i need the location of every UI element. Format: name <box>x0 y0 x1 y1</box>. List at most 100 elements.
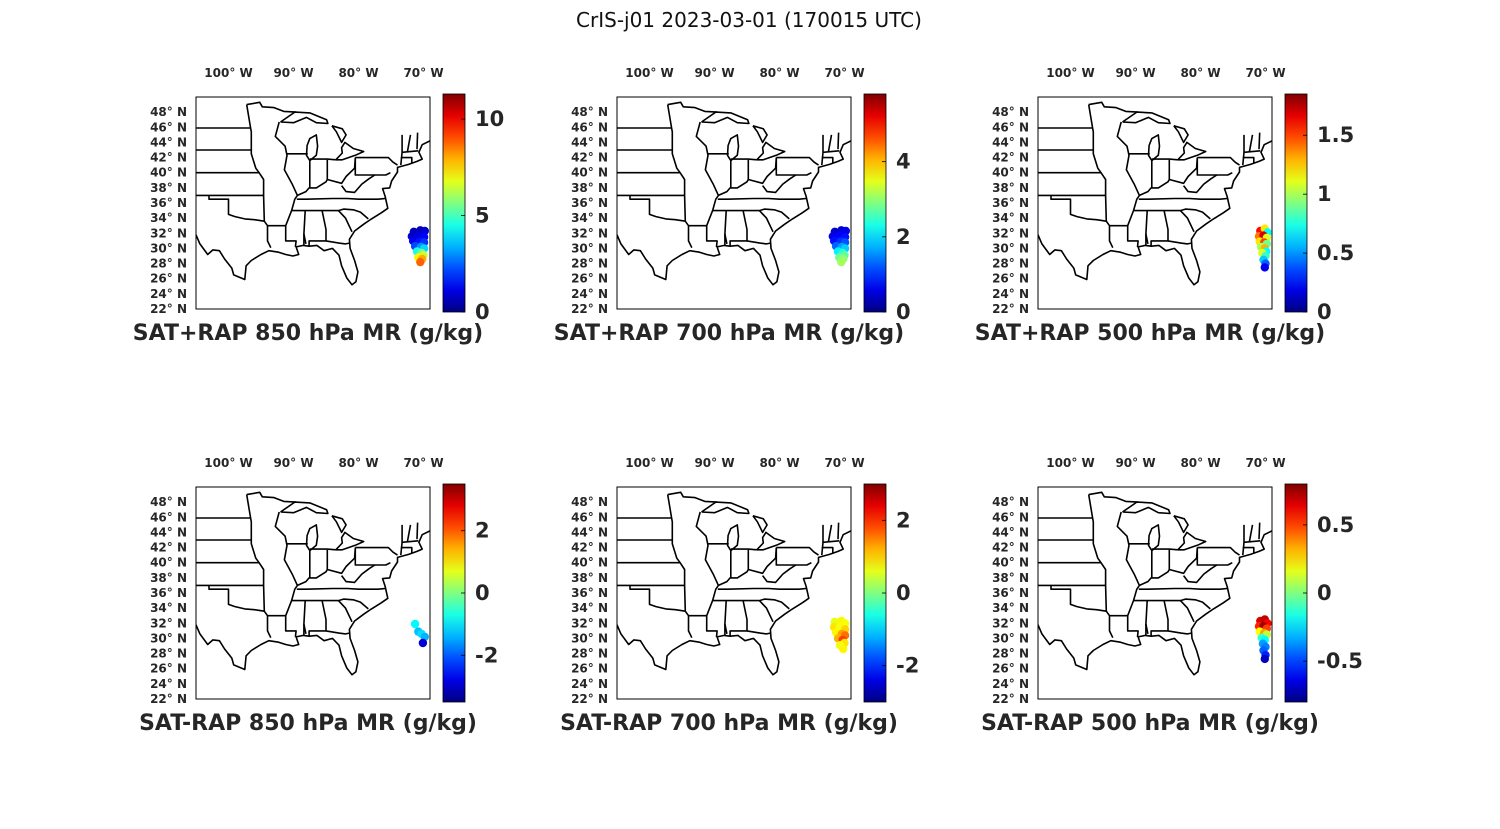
state-border <box>758 210 774 233</box>
lat-tick-label: 48° N <box>992 105 1029 119</box>
great-lake-outline <box>1177 531 1207 551</box>
lat-tick-label: 26° N <box>150 272 187 286</box>
lat-tick-label: 46° N <box>992 510 1029 524</box>
lat-tick-label: 22° N <box>150 692 187 706</box>
state-border <box>340 564 376 584</box>
state-border <box>746 240 771 245</box>
map-panel-5: 100° W 90° W 80° W 70° W 48° N46° N44° N 42° … <box>560 456 919 736</box>
colorbar-tick-label: 5 <box>475 204 490 228</box>
state-border <box>761 174 797 194</box>
data-point <box>1260 654 1270 664</box>
state-border <box>246 491 297 503</box>
lat-tick-label: 28° N <box>992 647 1029 661</box>
state-border <box>717 197 807 200</box>
lon-tick-label: 80° W <box>338 66 378 80</box>
state-border <box>337 210 353 233</box>
state-border <box>1242 546 1255 553</box>
state-border <box>1138 587 1228 590</box>
state-border <box>1116 121 1141 226</box>
lat-tick-label: 36° N <box>571 586 608 600</box>
lon-tick-label: 80° W <box>759 456 799 470</box>
state-border <box>1258 522 1261 540</box>
lon-tick-label: 100° W <box>625 66 673 80</box>
state-border <box>325 630 350 635</box>
state-border <box>821 156 834 163</box>
state-border <box>309 158 336 161</box>
state-border <box>688 614 718 637</box>
great-lake-outline <box>756 141 786 161</box>
lon-tick-label: 70° W <box>1245 456 1285 470</box>
lat-tick-label: 40° N <box>150 166 187 180</box>
colorbar-tick-label: 0 <box>1317 581 1332 605</box>
map-frame <box>616 486 852 700</box>
map-panel-4: 100° W 90° W 80° W 70° W 48° N46° N44° N 42° … <box>139 456 498 736</box>
colorbar-tick-label: 4 <box>896 150 911 174</box>
state-border <box>296 587 386 590</box>
lat-tick-label: 44° N <box>571 135 608 149</box>
coastline <box>1038 140 1272 286</box>
lat-tick-label: 36° N <box>992 586 1029 600</box>
great-lake-outline <box>335 141 365 161</box>
data-point <box>416 257 425 267</box>
data-point <box>1260 263 1270 272</box>
lat-tick-label: 32° N <box>992 616 1029 630</box>
lat-tick-label: 46° N <box>992 120 1029 134</box>
state-border <box>297 157 357 197</box>
state-border <box>666 494 687 612</box>
lon-tick-label: 80° W <box>1180 66 1220 80</box>
state-border <box>416 132 419 150</box>
lon-tick-label: 70° W <box>824 456 864 470</box>
lat-tick-label: 36° N <box>571 196 608 210</box>
state-border <box>629 195 693 249</box>
colorbar-tick-label: 0 <box>475 581 490 605</box>
lon-tick-label: 90° W <box>273 456 313 470</box>
lon-tick-label: 80° W <box>1180 456 1220 470</box>
state-border <box>246 101 297 113</box>
state-border <box>296 197 386 200</box>
state-border <box>340 174 376 194</box>
lat-tick-label: 26° N <box>571 272 608 286</box>
colorbar-gradient <box>442 93 466 313</box>
lon-tick-label: 70° W <box>1245 66 1285 80</box>
lat-tick-label: 42° N <box>150 151 187 165</box>
state-border <box>355 546 398 556</box>
great-lake-outline <box>752 515 768 534</box>
lat-tick-label: 40° N <box>992 556 1029 570</box>
lat-tick-label: 40° N <box>571 556 608 570</box>
lon-tick-label: 100° W <box>1046 66 1094 80</box>
map-frame <box>616 96 852 310</box>
great-lake-outline <box>1122 501 1171 515</box>
state-border <box>303 623 307 635</box>
colorbar-gradient <box>1284 93 1308 313</box>
state-boundaries <box>617 491 851 676</box>
state-border <box>297 547 357 587</box>
great-lake-outline <box>1177 141 1207 161</box>
coastline <box>196 140 430 286</box>
state-border <box>1145 623 1149 635</box>
scatter-points <box>407 226 429 267</box>
lat-tick-label: 34° N <box>992 601 1029 615</box>
lon-tick-label: 70° W <box>403 456 443 470</box>
lon-tick-label: 80° W <box>759 66 799 80</box>
lat-tick-label: 42° N <box>150 541 187 555</box>
data-point <box>418 638 428 648</box>
state-border <box>730 548 757 551</box>
great-lake-outline <box>756 531 786 551</box>
lat-tick-label: 30° N <box>150 631 187 645</box>
state-boundaries <box>196 491 430 676</box>
great-lake-outline <box>280 111 329 125</box>
great-lake-outline <box>280 501 329 515</box>
lon-tick-label: 70° W <box>824 66 864 80</box>
state-border <box>688 224 718 247</box>
state-border <box>267 224 297 247</box>
colorbar-tick-label: 2 <box>475 519 490 543</box>
state-border <box>406 134 412 153</box>
state-border <box>695 121 720 226</box>
colorbar-tick-label: 0 <box>896 581 911 605</box>
great-lake-outline <box>335 531 365 551</box>
coastline <box>617 140 851 286</box>
colorbar-tick-label: 0 <box>475 300 490 324</box>
state-border <box>761 564 797 584</box>
data-point <box>841 226 850 236</box>
